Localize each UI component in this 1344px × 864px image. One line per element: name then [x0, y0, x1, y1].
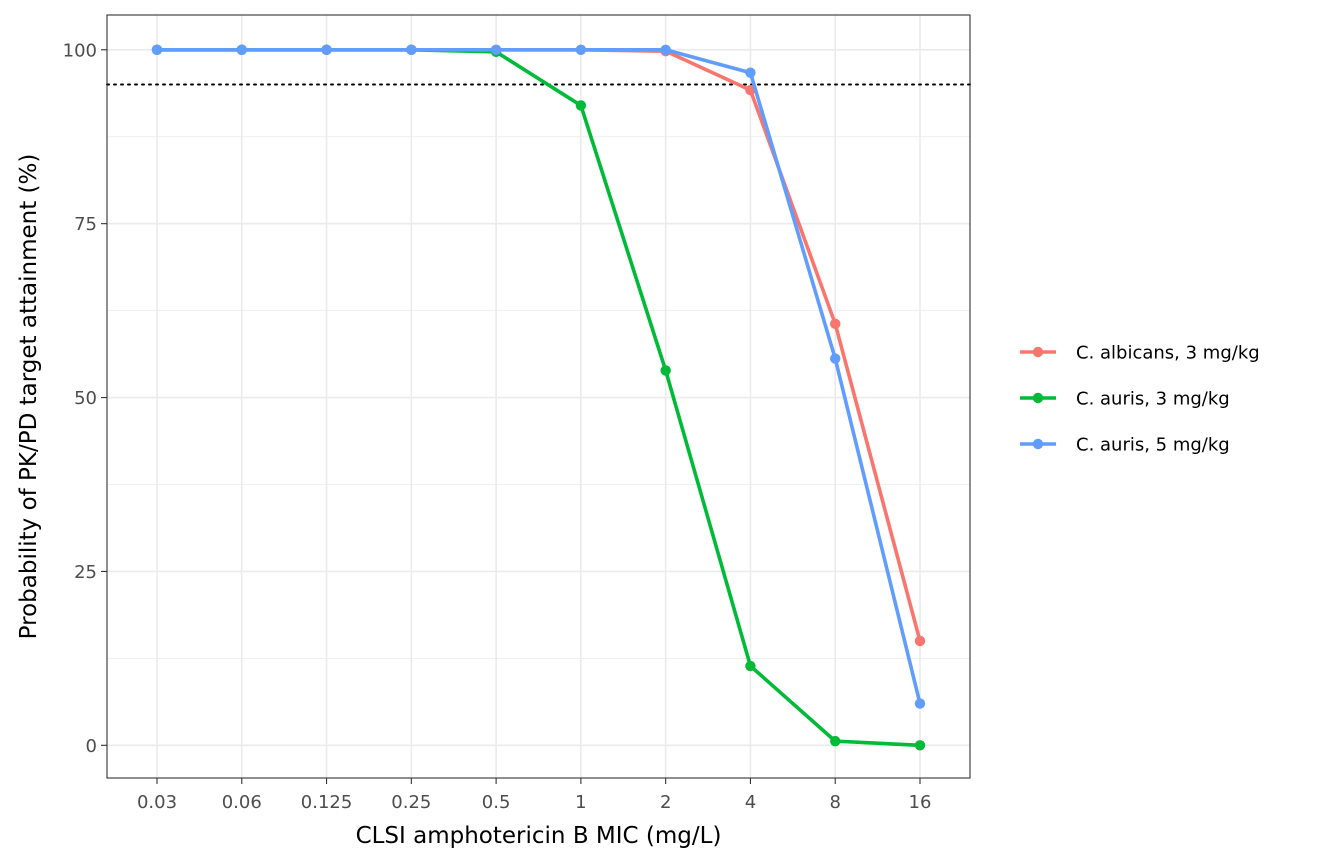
data-point	[490, 44, 502, 55]
y-axis: 0 25 50 75 100	[63, 40, 107, 757]
x-tick-label: 1	[575, 792, 586, 813]
legend-item: C. auris, 5 mg/kg	[1020, 435, 1230, 456]
data-point	[830, 353, 841, 364]
x-tick-label: 16	[909, 792, 932, 813]
y-tick-label: 75	[74, 214, 97, 235]
y-tick-label: 100	[63, 40, 97, 61]
legend-label: C. auris, 5 mg/kg	[1076, 435, 1230, 456]
major-gridlines	[107, 15, 970, 778]
x-tick-label: 0.25	[391, 792, 431, 813]
x-tick-label: 0.03	[137, 792, 177, 813]
x-tick-label: 0.06	[222, 792, 262, 813]
x-tick-label: 0.5	[482, 792, 511, 813]
x-axis-title: CLSI amphotericin B MIC (mg/L)	[356, 823, 722, 849]
y-tick-label: 50	[74, 388, 97, 409]
legend-key-point	[1032, 438, 1044, 450]
data-point	[914, 635, 926, 647]
legend: C. albicans, 3 mg/kg C. auris, 3 mg/kg C. …	[1020, 343, 1260, 456]
minor-gridlines	[107, 136, 970, 659]
series-2	[151, 44, 926, 709]
data-point	[575, 44, 587, 55]
data-point	[914, 740, 926, 751]
x-tick-label: 8	[829, 792, 840, 813]
y-tick-label: 25	[74, 562, 97, 583]
legend-key-point	[1032, 392, 1044, 404]
data-point	[321, 44, 332, 55]
series-layer	[151, 44, 926, 751]
legend-label: C. auris, 3 mg/kg	[1076, 389, 1230, 410]
data-point	[745, 67, 756, 78]
legend-key-point	[1032, 346, 1044, 358]
data-point	[914, 698, 926, 709]
legend-label: C. albicans, 3 mg/kg	[1076, 343, 1260, 364]
data-point	[745, 660, 756, 672]
y-tick-label: 0	[86, 736, 97, 757]
panel-border	[106, 14, 971, 779]
x-tick-label: 0.125	[301, 792, 353, 813]
x-axis: 0.03 0.06 0.125 0.25 0.5 1 2 4 8 16	[137, 778, 931, 813]
data-point	[660, 44, 671, 55]
data-point	[236, 44, 247, 55]
data-point	[830, 318, 841, 330]
x-tick-label: 2	[660, 792, 671, 813]
x-tick-label: 4	[745, 792, 756, 813]
legend-item: C. auris, 3 mg/kg	[1020, 389, 1230, 410]
series-line	[157, 47, 922, 705]
data-point	[406, 44, 417, 55]
data-point	[575, 100, 587, 111]
legend-item: C. albicans, 3 mg/kg	[1020, 343, 1260, 364]
data-point	[830, 735, 841, 747]
data-point	[151, 44, 163, 55]
y-axis-title: Probability of PK/PD target attainment (…	[16, 154, 42, 640]
data-point	[660, 365, 671, 376]
